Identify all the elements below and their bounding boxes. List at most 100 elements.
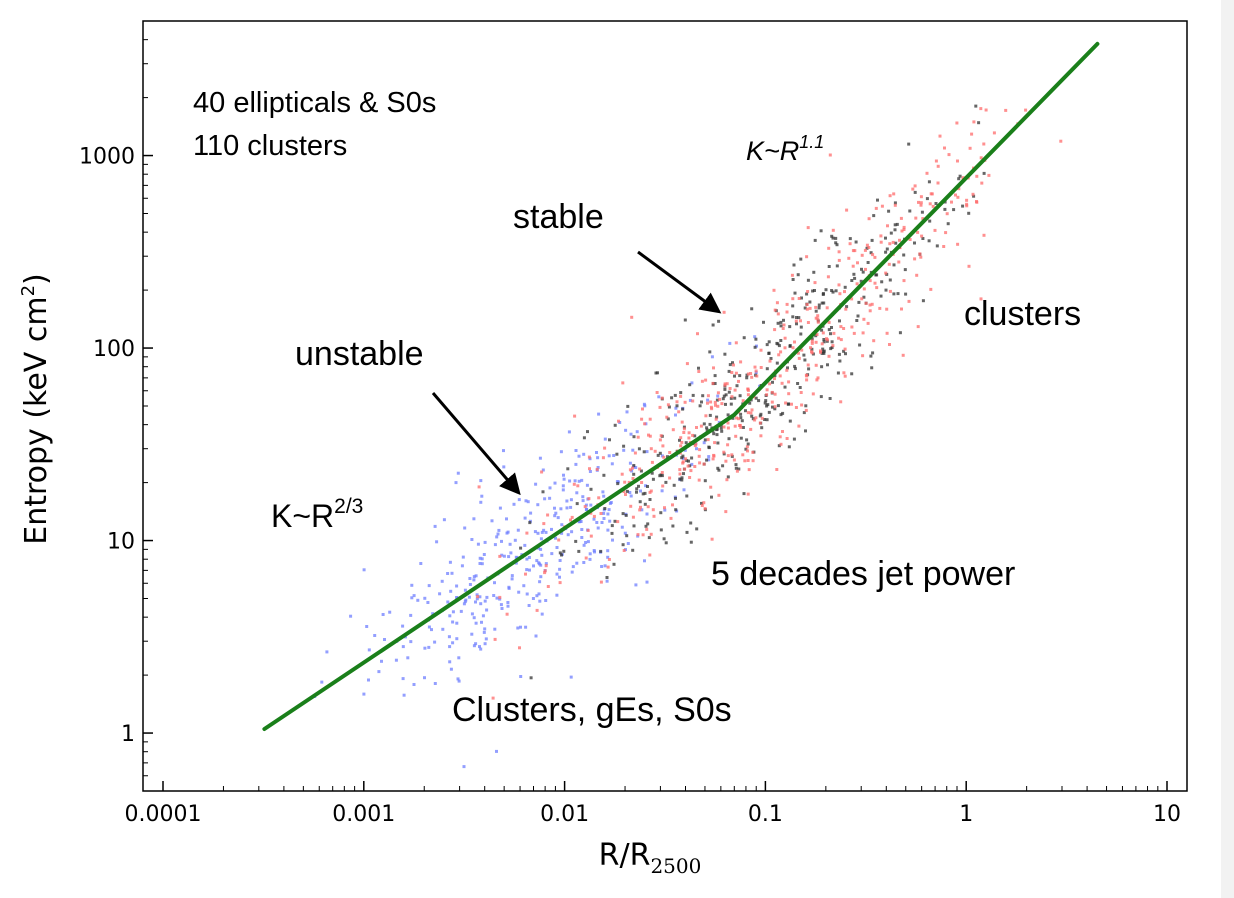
data-point bbox=[603, 437, 607, 441]
data-point bbox=[697, 366, 700, 370]
data-point bbox=[506, 530, 510, 534]
data-point bbox=[678, 468, 682, 472]
data-point bbox=[872, 339, 876, 343]
data-point bbox=[844, 352, 847, 356]
data-point bbox=[804, 373, 808, 377]
data-point bbox=[729, 402, 733, 406]
data-point bbox=[409, 613, 413, 617]
data-point bbox=[821, 293, 825, 296]
data-point bbox=[622, 490, 626, 493]
data-point bbox=[596, 466, 600, 469]
data-point bbox=[525, 568, 529, 572]
data-point bbox=[632, 435, 636, 439]
data-point bbox=[831, 236, 835, 240]
data-point bbox=[475, 597, 479, 601]
data-point bbox=[919, 195, 923, 199]
data-point bbox=[558, 567, 562, 571]
data-point bbox=[742, 492, 746, 496]
data-point bbox=[656, 453, 660, 457]
data-point bbox=[587, 497, 591, 501]
data-point bbox=[678, 472, 682, 476]
data-point bbox=[726, 454, 730, 458]
data-point bbox=[791, 315, 795, 319]
data-point bbox=[640, 417, 644, 421]
data-point bbox=[582, 452, 586, 456]
data-point bbox=[1004, 108, 1008, 112]
data-point bbox=[751, 459, 755, 463]
data-point bbox=[797, 297, 801, 300]
data-point bbox=[602, 517, 606, 520]
data-point bbox=[950, 200, 953, 204]
data-point bbox=[377, 670, 381, 674]
data-point bbox=[548, 496, 552, 500]
data-point bbox=[739, 360, 743, 364]
data-point bbox=[441, 627, 445, 631]
data-point bbox=[917, 200, 920, 204]
data-point bbox=[663, 506, 666, 510]
data-point bbox=[759, 434, 763, 438]
data-point bbox=[869, 251, 873, 255]
data-point bbox=[822, 301, 826, 305]
data-point bbox=[462, 765, 466, 769]
data-point bbox=[913, 184, 917, 188]
data-point bbox=[569, 675, 573, 679]
data-point bbox=[514, 561, 518, 565]
data-point bbox=[476, 595, 480, 599]
data-point bbox=[872, 214, 876, 218]
data-point bbox=[743, 459, 747, 463]
data-point bbox=[798, 386, 802, 389]
data-point bbox=[606, 565, 610, 569]
data-point bbox=[474, 642, 478, 646]
x-tick-label: 1 bbox=[959, 802, 973, 827]
data-point bbox=[631, 466, 634, 470]
data-point bbox=[822, 338, 826, 341]
data-point bbox=[685, 459, 689, 463]
data-point bbox=[855, 282, 859, 286]
data-point bbox=[607, 558, 611, 561]
data-point bbox=[835, 243, 839, 247]
data-point bbox=[902, 253, 906, 257]
data-point bbox=[737, 379, 740, 383]
data-point bbox=[540, 470, 544, 474]
data-point bbox=[451, 610, 455, 614]
data-point bbox=[863, 248, 867, 252]
data-point bbox=[859, 279, 863, 283]
data-point bbox=[773, 407, 777, 411]
data-point bbox=[680, 440, 684, 444]
data-point bbox=[684, 441, 688, 445]
data-point bbox=[805, 378, 809, 382]
data-point bbox=[576, 484, 580, 488]
data-point bbox=[448, 645, 452, 649]
data-point bbox=[768, 382, 772, 386]
data-point bbox=[703, 479, 707, 483]
data-point bbox=[710, 355, 714, 359]
data-point bbox=[805, 292, 809, 296]
data-point bbox=[707, 445, 711, 449]
data-point bbox=[589, 534, 593, 538]
data-point bbox=[474, 574, 478, 578]
data-point bbox=[709, 400, 713, 404]
data-point bbox=[505, 517, 508, 521]
data-point bbox=[658, 451, 662, 455]
data-point bbox=[828, 153, 832, 157]
data-point bbox=[629, 504, 633, 508]
data-point bbox=[599, 580, 603, 584]
data-point bbox=[495, 535, 499, 539]
data-point bbox=[647, 536, 651, 540]
data-point bbox=[649, 447, 653, 451]
data-point bbox=[565, 499, 569, 503]
data-point bbox=[708, 422, 712, 426]
data-point bbox=[483, 627, 487, 631]
data-point bbox=[570, 530, 574, 534]
data-point bbox=[831, 290, 835, 294]
data-point bbox=[806, 278, 810, 282]
data-point bbox=[467, 595, 471, 599]
data-point bbox=[455, 637, 459, 641]
data-point bbox=[689, 521, 693, 525]
data-point bbox=[767, 410, 771, 414]
data-point bbox=[553, 506, 556, 510]
data-point bbox=[664, 480, 668, 484]
data-point bbox=[885, 247, 889, 251]
data-point bbox=[423, 596, 427, 600]
data-point bbox=[623, 531, 627, 535]
